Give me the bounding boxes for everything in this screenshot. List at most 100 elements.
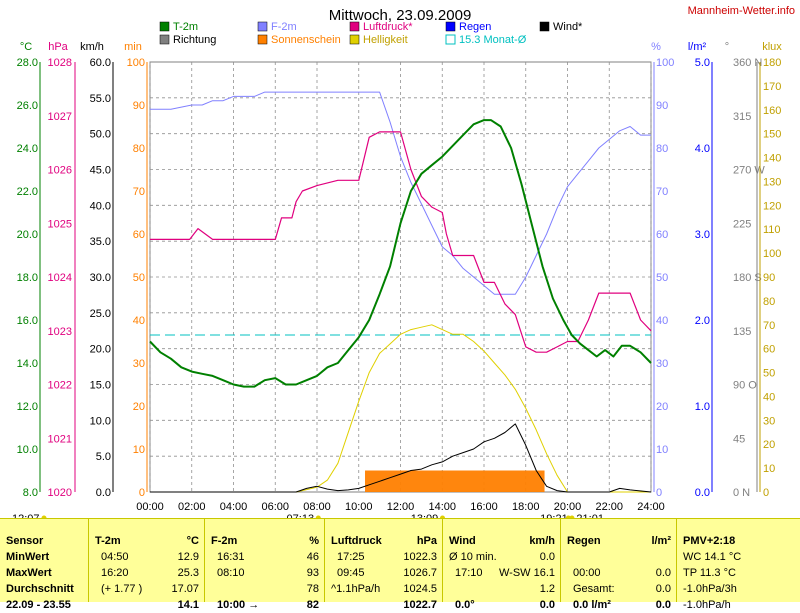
- weather-chart: Mittwoch, 23.09.2009 Mannheim-Wetter.info…: [12, 5, 795, 518]
- press-header: Luftdruck: [331, 535, 382, 547]
- tick-sunshine: 40: [133, 315, 145, 327]
- tick-x: 04:00: [220, 501, 248, 513]
- tick-humidity: 40: [656, 315, 668, 327]
- press-min-time: 17:25: [337, 551, 365, 563]
- humid-max-time: 08:10: [217, 567, 245, 579]
- tick-wind: 55.0: [90, 93, 111, 105]
- humid-last-time: 10:00 →: [217, 599, 260, 611]
- tick-brightness: 70: [763, 320, 775, 332]
- pmv-trend-1h: -1.0hPa/h: [683, 599, 731, 611]
- sun-time-label: 12:07: [12, 513, 40, 518]
- legend-swatch: [159, 34, 170, 45]
- rain-total-label: Gesamt:: [573, 583, 615, 595]
- tick-pressure: 1021: [48, 433, 72, 445]
- sensor-header: Sensor: [6, 535, 44, 547]
- tick-x: 12:00: [387, 501, 415, 513]
- tick-humidity: 90: [656, 100, 668, 112]
- table-col-pressure: Luftdruck hPa 17:25 1022.3 09:45 1026.7 ^1.…: [324, 519, 443, 611]
- chart-title: Mittwoch, 23.09.2009: [329, 7, 472, 24]
- tick-sunshine: 90: [133, 100, 145, 112]
- tick-wind: 10.0: [90, 415, 111, 427]
- tick-humidity: 0: [656, 487, 662, 499]
- tick-x: 24:00: [637, 501, 665, 513]
- legend-label: 15.3 Monat-Ø: [459, 34, 527, 46]
- tick-temp: 14.0: [17, 358, 38, 370]
- tick-direction: 180 S: [733, 272, 762, 284]
- tick-humidity: 60: [656, 229, 668, 241]
- legend-swatch: [257, 21, 268, 32]
- tick-temp: 22.0: [17, 186, 38, 198]
- humid-min-time: 16:31: [217, 551, 245, 563]
- tick-direction: 135: [733, 326, 751, 338]
- legend-label: Richtung: [173, 34, 216, 46]
- wind-last-value: 0.0: [539, 599, 555, 611]
- row-avg-label: Durchschnitt: [6, 583, 74, 595]
- tick-sunshine: 100: [127, 57, 145, 69]
- tick-sunshine: 30: [133, 358, 145, 370]
- legend-swatch: [445, 21, 456, 32]
- legend-swatch: [257, 34, 268, 45]
- tick-x: 14:00: [428, 501, 456, 513]
- axis-unit: km/h: [80, 41, 104, 53]
- sun-time-label: 19:21: [540, 513, 568, 518]
- humid-min-value: 46: [306, 551, 319, 563]
- humid-max-value: 93: [306, 567, 319, 579]
- sun-time-label: 07:13: [287, 513, 315, 518]
- tick-wind: 45.0: [90, 165, 111, 177]
- tick-temp: 24.0: [17, 143, 38, 155]
- tick-x: 06:00: [261, 501, 289, 513]
- legend-swatch: [349, 34, 360, 45]
- rain-max-value: 0.0: [655, 567, 671, 579]
- series-brightness: [150, 324, 651, 493]
- plot-area: [149, 61, 652, 493]
- tick-sunshine: 50: [133, 272, 145, 284]
- tick-x: 10:00: [345, 501, 373, 513]
- tick-wind: 25.0: [90, 308, 111, 320]
- wind-max-value: W-SW 16.1: [498, 567, 555, 579]
- tick-wind: 35.0: [90, 236, 111, 248]
- tick-brightness: 80: [763, 296, 775, 308]
- tick-x: 20:00: [554, 501, 582, 513]
- temp-avg-value: 17.07: [171, 583, 199, 595]
- press-min-value: 1022.3: [403, 551, 437, 563]
- table-col-pmv: PMV+2:18 WC 14.1 °C TP 11.3 °C -1.0hPa/3…: [676, 519, 800, 611]
- tick-pressure: 1028: [48, 57, 72, 69]
- tick-brightness: 100: [763, 248, 781, 260]
- axis-unit: °: [725, 41, 729, 53]
- tick-temp: 16.0: [17, 315, 38, 327]
- temp-unit: °C: [186, 535, 199, 547]
- tick-humidity: 50: [656, 272, 668, 284]
- tick-humidity: 70: [656, 186, 668, 198]
- rain-total-value: 0.0: [655, 583, 671, 595]
- pmv-trend-3h: -1.0hPa/3h: [683, 583, 737, 595]
- temp-min-value: 12.9: [177, 551, 199, 563]
- tick-rain: 4.0: [695, 143, 710, 155]
- wind-header: Wind: [449, 535, 476, 547]
- wind-avg-value: 1.2: [539, 583, 555, 595]
- temp-last-value: 14.1: [177, 599, 199, 611]
- press-trend: ^1.1hPa/h: [331, 583, 381, 595]
- press-unit: hPa: [416, 535, 437, 547]
- pmv-header: PMV+2:18: [683, 535, 736, 547]
- sun-time-label: 13:09: [411, 513, 439, 518]
- tick-wind: 30.0: [90, 272, 111, 284]
- tick-pressure: 1020: [48, 487, 72, 499]
- wind-max-time: 17:10: [455, 567, 483, 579]
- tick-wind: 40.0: [90, 200, 111, 212]
- temp-max-time: 16:20: [101, 567, 129, 579]
- tick-direction: 315: [733, 111, 751, 123]
- tick-brightness: 160: [763, 105, 781, 117]
- tick-rain: 3.0: [695, 229, 710, 241]
- wind-last-dir: 0.0°: [455, 599, 475, 611]
- tick-direction: 90 O: [733, 380, 757, 392]
- axis-unit: min: [124, 41, 142, 53]
- tick-humidity: 10: [656, 444, 668, 456]
- row-min-label: MinWert: [6, 551, 50, 563]
- sun-marker: [440, 515, 446, 518]
- humid-unit: %: [309, 535, 319, 547]
- table-col-wind: Wind km/h Ø 10 min. 0.0 17:10 W-SW 16.1 1.2…: [442, 519, 561, 611]
- tick-brightness: 150: [763, 129, 781, 141]
- tick-temp: 20.0: [17, 229, 38, 241]
- tick-humidity: 80: [656, 143, 668, 155]
